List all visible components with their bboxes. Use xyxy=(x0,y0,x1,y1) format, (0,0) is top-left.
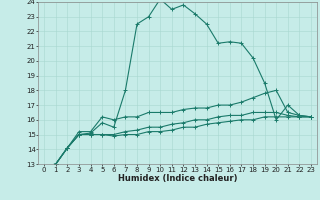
X-axis label: Humidex (Indice chaleur): Humidex (Indice chaleur) xyxy=(118,174,237,183)
